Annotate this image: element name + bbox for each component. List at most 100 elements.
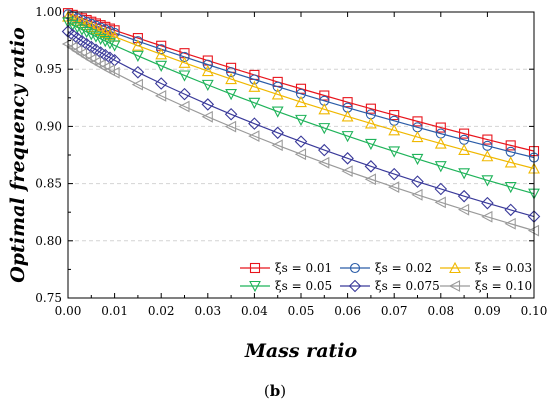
data-point <box>349 262 361 274</box>
data-point <box>249 262 261 274</box>
data-point <box>504 217 516 230</box>
data-point <box>201 98 215 111</box>
data-point <box>318 123 331 135</box>
data-point <box>458 143 471 156</box>
data-point <box>104 38 116 50</box>
data-point <box>109 27 120 38</box>
data-point <box>271 106 284 118</box>
legend-item: ξs = 0.05 <box>240 279 332 293</box>
data-point <box>99 36 112 48</box>
data-point <box>481 196 494 210</box>
data-point <box>459 128 470 139</box>
data-point <box>318 143 331 157</box>
data-point <box>365 103 376 114</box>
x-tick-label: 0.06 <box>334 304 361 318</box>
data-point <box>411 188 423 201</box>
data-point <box>434 161 447 173</box>
data-point <box>249 74 260 85</box>
data-point <box>178 56 191 68</box>
data-point <box>434 182 448 196</box>
x-tick-label: 0.05 <box>288 304 315 318</box>
legend-item: ξs = 0.075 <box>340 279 440 293</box>
legend: ξs = 0.01 ξs = 0.02 ξs = 0.03 ξs = 0.05 ξs =… <box>240 261 532 293</box>
data-point <box>201 64 214 77</box>
series-6 <box>61 38 540 237</box>
data-point <box>364 138 377 151</box>
data-point <box>271 139 283 152</box>
data-point <box>342 97 353 108</box>
data-point <box>504 203 517 217</box>
data-point <box>481 175 494 187</box>
data-point <box>224 107 238 121</box>
caption-close-paren: ) <box>280 382 287 400</box>
data-point <box>248 80 261 92</box>
x-tick-label: 0.10 <box>521 304 548 318</box>
x-tick-label: 0.01 <box>101 304 128 318</box>
series-layer <box>61 8 541 237</box>
data-point <box>364 117 377 129</box>
x-tick-label: 0.02 <box>148 304 175 318</box>
data-point <box>80 26 93 39</box>
data-point <box>294 135 308 148</box>
series-1 <box>62 8 540 157</box>
data-point <box>271 126 284 140</box>
data-point <box>448 280 461 292</box>
data-point <box>294 148 307 161</box>
data-point <box>458 168 471 180</box>
data-point <box>108 40 121 52</box>
legend-item: ξs = 0.01 <box>240 261 332 275</box>
series-3 <box>62 10 540 174</box>
data-point <box>388 146 401 158</box>
data-point <box>155 89 167 102</box>
data-point <box>131 66 145 79</box>
data-point <box>434 196 446 209</box>
y-tick-label: 0.85 <box>35 177 62 191</box>
y-tick-label: 0.75 <box>35 291 62 305</box>
data-point <box>387 167 401 181</box>
data-point <box>388 124 401 136</box>
caption-open-paren: ( <box>263 382 270 400</box>
data-point <box>104 28 116 40</box>
data-point <box>449 261 461 274</box>
data-point <box>154 77 168 90</box>
data-point <box>90 22 102 35</box>
data-point <box>341 152 354 165</box>
data-point <box>132 33 143 44</box>
data-point <box>388 181 400 194</box>
data-point <box>364 173 376 186</box>
data-point <box>178 100 190 113</box>
data-point <box>178 70 191 82</box>
data-point <box>225 72 238 85</box>
x-tick-label: 0.04 <box>241 304 268 318</box>
data-point <box>224 120 237 133</box>
grid <box>68 68 534 242</box>
data-point <box>341 110 354 122</box>
data-point <box>348 279 362 293</box>
data-point <box>94 33 107 46</box>
data-point <box>389 110 400 121</box>
data-point <box>249 280 261 293</box>
data-point <box>76 24 88 36</box>
data-point <box>179 51 190 63</box>
data-point <box>411 130 424 143</box>
data-point <box>226 67 237 78</box>
x-tick-label: 0.03 <box>194 304 221 318</box>
data-point <box>412 116 423 127</box>
data-point <box>482 134 493 145</box>
data-point <box>131 39 144 51</box>
data-point <box>341 165 353 178</box>
data-point <box>178 87 191 101</box>
data-point <box>504 156 517 168</box>
data-point <box>457 203 470 216</box>
data-point <box>504 181 517 194</box>
data-point <box>66 41 78 54</box>
data-point <box>85 29 98 41</box>
y-axis-label: Optimal frequency ratio <box>7 27 29 283</box>
data-point <box>155 48 168 60</box>
data-point <box>318 156 330 169</box>
y-tick-label: 1.00 <box>35 5 62 19</box>
data-point <box>411 153 424 166</box>
legend-item: ξs = 0.02 <box>340 261 432 275</box>
caption-letter: b <box>269 382 281 400</box>
data-point <box>318 103 331 115</box>
